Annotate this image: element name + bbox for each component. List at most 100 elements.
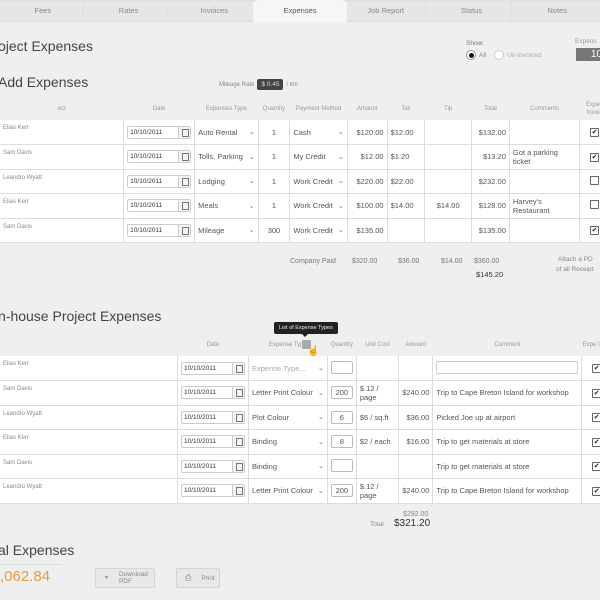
date-input[interactable]: 10/10/2011 (127, 223, 192, 237)
invoiced-checkbox[interactable]: ✔ (592, 437, 600, 447)
quantity-cell[interactable]: 1 (258, 144, 291, 170)
quantity-input[interactable] (330, 360, 353, 374)
quantity-input[interactable]: 8 (330, 435, 353, 449)
invoiced-checkbox[interactable] (590, 175, 600, 185)
date-input[interactable]: 10/10/2011 (127, 174, 192, 188)
comment-input[interactable] (436, 360, 579, 374)
date-input[interactable]: 10/10/2011 (127, 199, 192, 213)
calendar-icon[interactable] (178, 175, 191, 187)
calendar-icon[interactable] (178, 151, 191, 163)
calendar-icon[interactable] (178, 126, 191, 138)
print-button[interactable]: ⎙ Print (176, 568, 220, 588)
calendar-icon[interactable] (231, 485, 244, 497)
amount-cell[interactable]: $12.00 (347, 144, 388, 170)
select-dropdown[interactable]: Letter Print Colour ⌄ (252, 486, 324, 495)
tab-job-report[interactable]: Job Report (338, 0, 433, 22)
tab-rates[interactable]: Rates (81, 0, 176, 22)
invoiced-checkbox[interactable]: ✔ (592, 486, 600, 496)
comment-cell[interactable]: Got a parking ticket (509, 144, 581, 170)
quantity-cell[interactable]: 1 (258, 193, 291, 219)
quantity-cell[interactable]: 1 (258, 169, 291, 194)
calendar-icon[interactable] (231, 460, 244, 472)
tax-cell[interactable]: $12.00 (387, 120, 426, 145)
date-input[interactable]: 10/10/2011 (180, 410, 245, 424)
amount-cell[interactable]: $220.00 (347, 169, 388, 194)
comment-cell[interactable] (509, 218, 581, 243)
invoiced-checkbox[interactable]: ✔ (592, 462, 600, 472)
comment-cell[interactable]: Picked Joe up at airport (432, 405, 583, 430)
select-dropdown[interactable]: Binding ⌄ (252, 437, 324, 446)
invoiced-checkbox[interactable]: ✔ (592, 413, 600, 423)
quantity-input[interactable] (330, 458, 353, 472)
select-dropdown[interactable]: Meals ⌄ (198, 201, 254, 210)
quantity-cell[interactable]: 300 (258, 218, 291, 243)
date-input[interactable]: 10/10/2011 (127, 125, 192, 139)
invoiced-checkbox[interactable]: ✔ (590, 152, 600, 162)
download-pdf-button[interactable]: ▼ Download PDF (95, 568, 155, 588)
quantity-cell[interactable]: 1 (258, 120, 291, 145)
tab-status[interactable]: Status (424, 0, 519, 22)
tax-cell[interactable] (387, 218, 426, 243)
tax-cell[interactable]: $1.20 (387, 144, 426, 170)
comment-cell[interactable]: Trip to Cape Breton Island for workshop (432, 380, 583, 406)
invoiced-checkbox[interactable]: ✔ (590, 128, 600, 137)
tax-cell[interactable]: $22.00 (387, 169, 426, 194)
date-input[interactable]: 10/10/2011 (180, 435, 245, 449)
select-dropdown[interactable]: Work Credit ⌄ (293, 226, 343, 235)
date-input[interactable]: 10/10/2011 (180, 459, 245, 473)
tip-cell[interactable]: $14.00 (424, 193, 472, 219)
quantity-input[interactable]: 6 (330, 410, 353, 424)
mileage-rate-input[interactable]: $ 0.45 (257, 79, 284, 90)
calendar-icon[interactable] (231, 436, 244, 448)
select-dropdown[interactable]: Plot Colour ⌄ (252, 413, 324, 422)
comment-cell[interactable] (509, 120, 581, 145)
select-dropdown[interactable]: Tolls, Parking ⌄ (198, 152, 254, 161)
comment-cell[interactable]: Trip to get materials at store (432, 454, 583, 479)
invoiced-checkbox[interactable]: ✔ (590, 226, 600, 236)
select-dropdown[interactable]: Work Credit ⌄ (293, 201, 343, 210)
attach-pdf-line1[interactable]: Attach a PD (558, 256, 593, 263)
select-dropdown[interactable]: Mileage ⌄ (198, 226, 254, 235)
select-dropdown[interactable]: Cash ⌄ (293, 128, 343, 137)
radio-all[interactable] (466, 50, 476, 60)
tax-cell[interactable]: $14.00 (387, 193, 426, 219)
quantity-input[interactable]: 200 (330, 386, 353, 400)
date-input[interactable]: 10/10/2011 (180, 361, 245, 375)
quantity-input[interactable]: 200 (330, 484, 353, 498)
calendar-icon[interactable] (178, 200, 191, 212)
radio-uninvoiced[interactable] (494, 50, 505, 60)
tip-cell[interactable] (424, 218, 472, 243)
edit-expense-types-icon[interactable] (302, 340, 311, 349)
tab-fees[interactable]: Fees (0, 0, 90, 22)
invoiced-checkbox[interactable]: ✔ (592, 364, 600, 373)
calendar-icon[interactable] (231, 411, 244, 423)
select-dropdown[interactable]: Lodging ⌄ (198, 177, 254, 186)
invoiced-checkbox[interactable] (590, 200, 600, 210)
calendar-icon[interactable] (231, 387, 244, 399)
select-dropdown[interactable]: Binding ⌄ (252, 462, 324, 471)
select-dropdown[interactable]: Auto Rental ⌄ (198, 128, 254, 137)
tip-cell[interactable] (424, 120, 472, 145)
select-dropdown[interactable]: My Credit ⌄ (293, 152, 343, 161)
date-input[interactable]: 10/10/2011 (127, 150, 192, 164)
amount-cell[interactable]: $100.00 (347, 193, 388, 219)
tip-cell[interactable] (424, 169, 472, 194)
tab-notes[interactable]: Notes (510, 0, 600, 22)
tab-invoices[interactable]: Invoices (167, 0, 262, 22)
calendar-icon[interactable] (231, 362, 244, 374)
date-input[interactable]: 10/10/2011 (180, 484, 245, 498)
amount-cell[interactable]: $135.00 (347, 218, 388, 243)
date-input[interactable]: 10/10/2011 (180, 386, 245, 400)
tab-expenses[interactable]: Expenses (253, 0, 347, 22)
comment-cell[interactable] (509, 169, 581, 194)
attach-pdf-line2[interactable]: of all Receipt (556, 266, 594, 273)
select-dropdown[interactable]: Letter Print Colour ⌄ (252, 388, 324, 397)
select-dropdown[interactable]: Expense Type... ⌄ (252, 364, 324, 373)
select-dropdown[interactable]: Work Credit ⌄ (293, 177, 343, 186)
calendar-icon[interactable] (178, 224, 191, 236)
comment-cell[interactable]: Trip to get materials at store (432, 429, 583, 455)
comment-cell[interactable]: Trip to Cape Breton Island for workshop (432, 478, 583, 504)
invoiced-checkbox[interactable]: ✔ (592, 388, 600, 398)
comment-cell[interactable]: Harvey's Restaurant (509, 193, 581, 219)
tip-cell[interactable] (424, 144, 472, 170)
